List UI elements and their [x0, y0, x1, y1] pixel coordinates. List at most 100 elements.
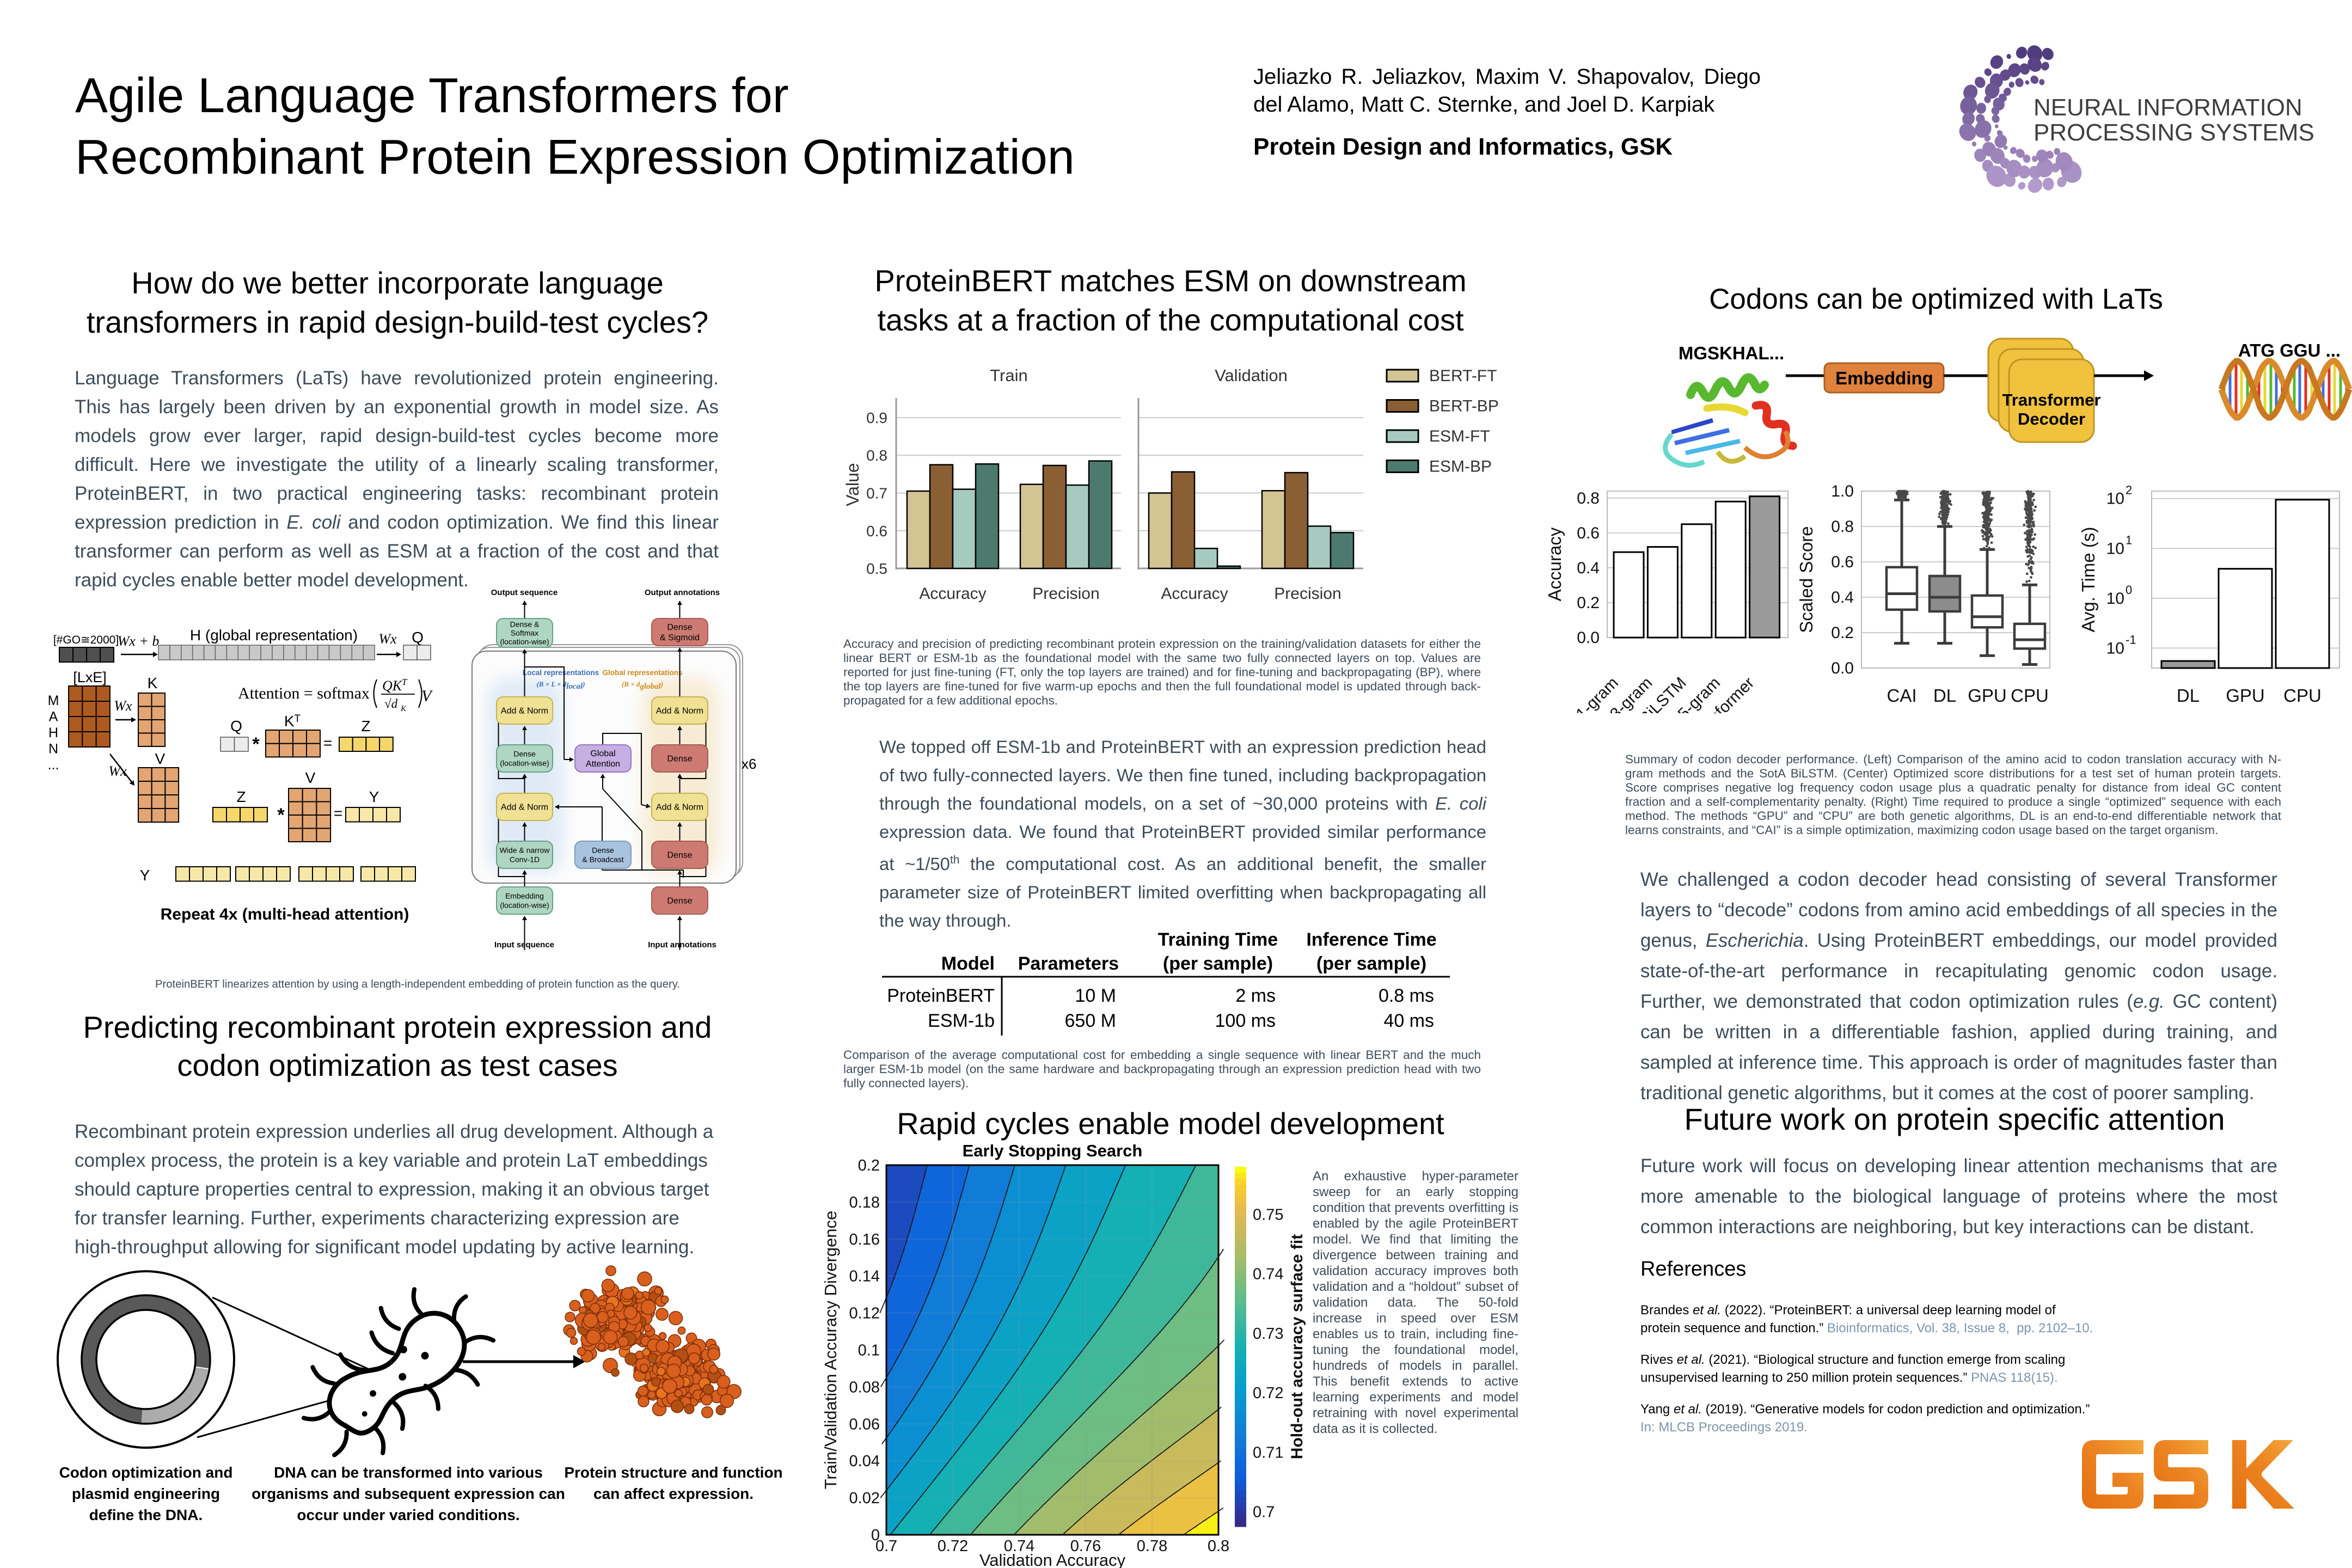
- svg-text:10: 10: [2106, 490, 2124, 508]
- svg-text:(location-wise): (location-wise): [500, 637, 549, 646]
- svg-text:Wide & narrow: Wide & narrow: [500, 846, 550, 854]
- svg-text:Avg. Time (s): Avg. Time (s): [2078, 527, 2098, 633]
- svg-text:Dense: Dense: [667, 851, 692, 860]
- svg-text:Transformer: Transformer: [2002, 390, 2101, 409]
- svg-text:0.06: 0.06: [849, 1416, 880, 1433]
- svg-text:DL: DL: [1933, 685, 1956, 706]
- svg-text:ProteinBERT: ProteinBERT: [887, 985, 995, 1006]
- svg-text:Scaled Score: Scaled Score: [1796, 526, 1816, 633]
- svg-text:ESM-BP: ESM-BP: [1429, 458, 1492, 476]
- svg-text:Softmax: Softmax: [511, 628, 538, 637]
- svg-text:0.78: 0.78: [1137, 1538, 1167, 1555]
- svg-text:Z: Z: [361, 718, 370, 734]
- svg-text:Conv-1D: Conv-1D: [510, 855, 540, 863]
- svg-text:Add & Norm: Add & Norm: [501, 803, 548, 812]
- svg-text:Attention: Attention: [586, 759, 620, 769]
- svg-text:*: *: [252, 734, 260, 755]
- svg-text:0.74: 0.74: [1004, 1538, 1034, 1555]
- svg-text:0.16: 0.16: [849, 1231, 880, 1248]
- svg-text:10 M: 10 M: [1075, 985, 1116, 1006]
- svg-text:Dense: Dense: [667, 623, 692, 632]
- svg-text:0.73: 0.73: [1253, 1325, 1283, 1343]
- svg-text:Accuracy: Accuracy: [1545, 527, 1565, 601]
- svg-text:BERT-BP: BERT-BP: [1429, 397, 1499, 415]
- svg-text:Dense: Dense: [592, 846, 614, 854]
- svg-text:650 M: 650 M: [1065, 1010, 1117, 1031]
- svg-text:Accuracy: Accuracy: [919, 585, 986, 603]
- svg-text:0.2: 0.2: [1831, 624, 1854, 642]
- svg-text:...: ...: [48, 757, 59, 773]
- svg-text:√d: √d: [384, 697, 398, 710]
- svg-text:(location-wise): (location-wise): [500, 758, 549, 767]
- svg-text:0.7: 0.7: [875, 1538, 897, 1555]
- svg-text:0.6: 0.6: [1577, 524, 1600, 542]
- svg-text:0.08: 0.08: [849, 1379, 880, 1396]
- svg-text:0.75: 0.75: [1253, 1206, 1283, 1223]
- svg-text:0.9: 0.9: [866, 409, 887, 426]
- svg-text:100 ms: 100 ms: [1215, 1010, 1276, 1031]
- svg-text:0.8: 0.8: [866, 447, 887, 464]
- svg-text:Precision: Precision: [1274, 585, 1341, 603]
- svg-text:0.5: 0.5: [866, 560, 887, 577]
- svg-text:CAI: CAI: [1886, 685, 1916, 706]
- svg-text:Embedding: Embedding: [1835, 368, 1933, 388]
- svg-text:GPU: GPU: [2226, 685, 2265, 706]
- svg-text:Z: Z: [236, 788, 246, 805]
- svg-text:Add & Norm: Add & Norm: [656, 707, 703, 716]
- svg-text:Value: Value: [843, 463, 862, 506]
- svg-text:0.7: 0.7: [1253, 1504, 1275, 1521]
- svg-text:0.02: 0.02: [849, 1490, 880, 1507]
- svg-text:0: 0: [871, 1527, 880, 1544]
- svg-text:Q: Q: [230, 718, 242, 734]
- svg-text:0.8: 0.8: [1831, 518, 1854, 536]
- svg-text:GPU: GPU: [1968, 685, 2007, 706]
- svg-text:10: 10: [2106, 590, 2124, 608]
- svg-text:2 ms: 2 ms: [1235, 985, 1276, 1006]
- svg-text:M: M: [48, 693, 59, 708]
- svg-text:H (global representation): H (global representation): [190, 627, 358, 644]
- svg-text:Train/Validation Accuracy Dive: Train/Validation Accuracy Divergence: [821, 1211, 840, 1490]
- svg-text:MGSKHAL...: MGSKHAL...: [1679, 343, 1784, 363]
- svg-text:Accuracy: Accuracy: [1161, 585, 1228, 603]
- svg-text:Hold-out accuracy surface fit: Hold-out accuracy surface fit: [1288, 1234, 1306, 1459]
- svg-text:NEURAL INFORMATION: NEURAL INFORMATION: [2033, 94, 2302, 121]
- svg-text:Local representations: Local representations: [523, 669, 599, 677]
- svg-text:H: H: [48, 725, 58, 740]
- svg-text:-1: -1: [2126, 633, 2136, 646]
- svg-text:0.7: 0.7: [866, 485, 887, 502]
- svg-text:x6: x6: [742, 756, 756, 772]
- svg-text:Embedding: Embedding: [505, 891, 544, 900]
- svg-text:0.12: 0.12: [849, 1305, 880, 1322]
- svg-text:A: A: [49, 709, 58, 725]
- svg-text:ESM-FT: ESM-FT: [1429, 427, 1490, 445]
- svg-text:0.8 ms: 0.8 ms: [1379, 985, 1434, 1006]
- svg-text:Output sequence: Output sequence: [491, 588, 558, 597]
- svg-text:(per sample): (per sample): [1316, 953, 1426, 974]
- svg-text:& Sigmoid: & Sigmoid: [660, 633, 700, 642]
- svg-text:Decoder: Decoder: [2018, 409, 2085, 428]
- svg-text:CPU: CPU: [2011, 685, 2049, 706]
- svg-text:Y: Y: [369, 788, 379, 805]
- svg-text:V: V: [305, 769, 316, 786]
- svg-text:(location-wise): (location-wise): [500, 901, 549, 909]
- svg-text:1.0: 1.0: [1831, 482, 1854, 500]
- svg-text:*: *: [277, 805, 285, 825]
- svg-text:Repeat 4x (multi-head attentio: Repeat 4x (multi-head attention): [161, 905, 409, 923]
- svg-text:DL: DL: [2177, 685, 2200, 706]
- svg-text:K: K: [400, 705, 407, 713]
- svg-text:0.71: 0.71: [1253, 1444, 1283, 1461]
- svg-text:V: V: [421, 687, 433, 705]
- svg-text:ESM-1b: ESM-1b: [928, 1010, 995, 1031]
- svg-text:2: 2: [2126, 483, 2132, 497]
- svg-text:Attention = softmax: Attention = softmax: [238, 684, 370, 702]
- svg-text:0.4: 0.4: [1577, 559, 1600, 577]
- svg-text:0.04: 0.04: [849, 1453, 880, 1470]
- svg-text:40 ms: 40 ms: [1383, 1010, 1434, 1031]
- svg-text:CPU: CPU: [2283, 685, 2322, 706]
- svg-text:Dense: Dense: [667, 897, 692, 906]
- svg-text:V: V: [155, 750, 166, 767]
- svg-text:(per sample): (per sample): [1163, 953, 1273, 974]
- svg-text:Output annotations: Output annotations: [645, 588, 720, 597]
- svg-text:0.0: 0.0: [1577, 629, 1600, 647]
- svg-text:0.74: 0.74: [1253, 1266, 1283, 1283]
